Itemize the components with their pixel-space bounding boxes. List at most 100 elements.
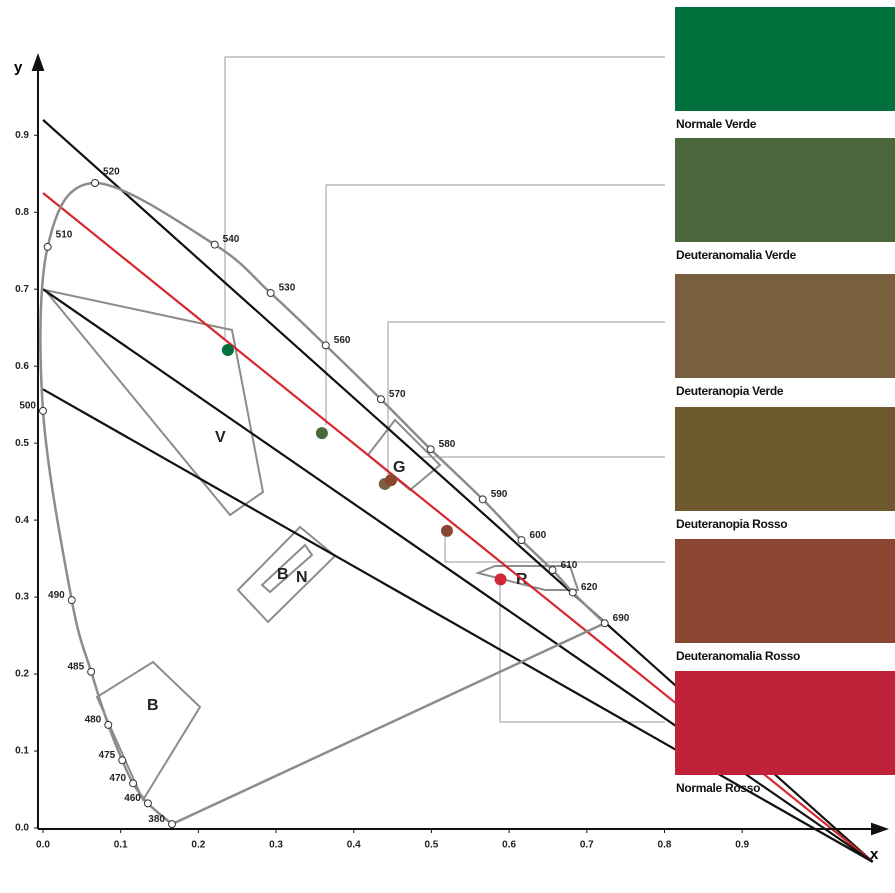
leader-line — [444, 535, 665, 563]
y-tick-label: 0.2 — [15, 669, 29, 680]
x-tick-label: 0.8 — [658, 840, 672, 851]
wavelength-label: 485 — [67, 661, 84, 672]
region-label: G — [393, 459, 405, 476]
wavelength-label: 490 — [48, 590, 65, 601]
region-r — [474, 565, 580, 591]
swatch-label: Deuteranomalia Rosso — [676, 649, 800, 663]
y-tick-label: 0.5 — [15, 438, 29, 449]
wavelength-label: 460 — [124, 793, 141, 804]
x-tick-label: 0.9 — [735, 840, 749, 851]
region-label: V — [215, 429, 226, 446]
locus-point — [548, 566, 557, 575]
locus-point — [91, 178, 100, 187]
color-swatch — [675, 407, 895, 511]
wavelength-label: 610 — [561, 560, 578, 571]
x-tick-label: 0.6 — [502, 840, 516, 851]
locus-point — [104, 720, 113, 729]
y-tick-label: 0.4 — [15, 515, 29, 526]
locus-point — [87, 667, 96, 676]
leader-line — [499, 585, 665, 723]
locus-point — [39, 406, 47, 415]
regions — [42, 288, 580, 803]
axes — [31, 53, 889, 836]
swatch-label: Deuteranomalia Verde — [676, 248, 797, 262]
locus-point — [478, 495, 487, 504]
wavelength-label: 500 — [19, 400, 36, 411]
region-b — [95, 660, 202, 803]
color-point — [315, 427, 328, 440]
color-swatch — [675, 7, 895, 111]
swatch-label: Deuteranopia Rosso — [676, 517, 787, 531]
wavelength-label: 475 — [99, 750, 116, 761]
leader-line — [387, 321, 665, 478]
wavelength-label: 620 — [581, 582, 598, 593]
y-tick-label: 0.8 — [15, 207, 29, 218]
y-tick-label: 0.9 — [15, 130, 29, 141]
color-point — [385, 474, 398, 487]
spectral-locus — [39, 181, 607, 826]
wavelength-label: 540 — [223, 234, 240, 245]
wavelength-label: 530 — [279, 283, 296, 294]
swatch-label: Deuteranopia Verde — [676, 384, 784, 398]
y-axis-label: y — [14, 59, 23, 76]
region-label: N — [296, 569, 308, 586]
region-v — [42, 288, 265, 517]
region-label: B — [277, 566, 289, 583]
x-tick-label: 0.5 — [424, 840, 438, 851]
color-point — [221, 344, 234, 357]
y-tick-label: 0.3 — [15, 592, 29, 603]
wavelength-label: 590 — [491, 489, 508, 500]
y-tick-label: 0.1 — [15, 746, 29, 757]
locus-point — [426, 445, 435, 454]
locus-point — [118, 756, 127, 765]
wavelength-label: 600 — [530, 530, 547, 541]
color-swatch — [675, 138, 895, 242]
region-label: B — [147, 697, 159, 714]
locus-point — [67, 596, 76, 605]
locus-point — [321, 341, 330, 350]
color-point — [494, 573, 507, 586]
x-tick-label: 0.2 — [191, 840, 205, 851]
x-tick-label: 0.0 — [36, 840, 50, 851]
locus-point — [266, 289, 275, 298]
locus-point — [210, 240, 219, 249]
leader-lines — [224, 56, 665, 723]
x-tick-label: 0.3 — [269, 840, 283, 851]
wavelength-label: 570 — [389, 389, 406, 400]
color-swatch — [675, 274, 895, 378]
wavelength-label: 380 — [148, 814, 165, 825]
locus-point — [167, 820, 176, 829]
confusion-line — [42, 388, 874, 863]
locus-point — [143, 799, 152, 808]
locus-point — [43, 242, 52, 251]
swatches: Normale Verde Deuteranomalia Verde Deutera… — [675, 7, 895, 795]
color-swatch — [675, 671, 895, 775]
y-tick-label: 0.6 — [15, 361, 29, 372]
x-tick-label: 0.4 — [347, 840, 361, 851]
wavelength-label: 560 — [334, 335, 351, 346]
wavelength-label: 690 — [613, 613, 630, 624]
swatch-label: Normale Verde — [676, 117, 757, 131]
x-tick-label: 0.7 — [580, 840, 594, 851]
wavelength-label: 580 — [439, 439, 456, 450]
y-tick-label: 0.7 — [15, 284, 29, 295]
leader-line — [224, 56, 665, 340]
locus-point — [129, 779, 138, 788]
x-arrow — [871, 822, 889, 836]
y-arrow — [31, 53, 45, 71]
wavelength-label: 480 — [85, 715, 102, 726]
x-axis-label: x — [870, 846, 879, 863]
region-g — [366, 418, 442, 492]
color-point — [440, 524, 453, 537]
locus-point — [600, 619, 609, 628]
locus-point — [376, 395, 385, 404]
locus-point — [568, 588, 577, 597]
wavelength-label: 520 — [103, 167, 120, 178]
x-tick-label: 0.1 — [114, 840, 128, 851]
plot: 0.0 0.1 0.2 0.3 0.4 0.5 0.6 0.7 0.8 0.9 0.0 0.1 0.2 0… — [15, 119, 874, 863]
locus-point — [517, 536, 526, 545]
region-b-inner — [260, 543, 314, 594]
y-tick-label: 0.0 — [15, 823, 29, 834]
wavelength-label: 470 — [109, 773, 126, 784]
